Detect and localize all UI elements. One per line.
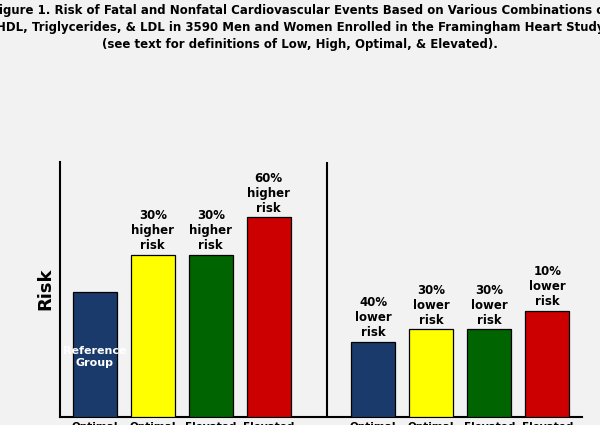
- Text: 40%
lower
risk: 40% lower risk: [355, 296, 392, 340]
- Bar: [467, 329, 511, 416]
- Bar: [73, 292, 116, 416]
- Text: 60%
higher
risk: 60% higher risk: [247, 172, 290, 215]
- Bar: [526, 311, 569, 416]
- Bar: [247, 218, 290, 416]
- Text: 30%
higher
risk: 30% higher risk: [190, 209, 232, 252]
- Text: Reference
Group: Reference Group: [63, 346, 127, 368]
- Bar: [189, 255, 233, 416]
- Bar: [352, 342, 395, 416]
- Text: 30%
lower
risk: 30% lower risk: [471, 284, 508, 327]
- Text: Figure 1. Risk of Fatal and Nonfatal Cardiovascular Events Based on Various Comb: Figure 1. Risk of Fatal and Nonfatal Car…: [0, 4, 600, 51]
- Text: 10%
lower
risk: 10% lower risk: [529, 265, 566, 308]
- Text: 30%
higher
risk: 30% higher risk: [131, 209, 175, 252]
- Y-axis label: Risk: Risk: [37, 268, 55, 310]
- Bar: [131, 255, 175, 416]
- Bar: [409, 329, 453, 416]
- Text: 30%
lower
risk: 30% lower risk: [413, 284, 449, 327]
